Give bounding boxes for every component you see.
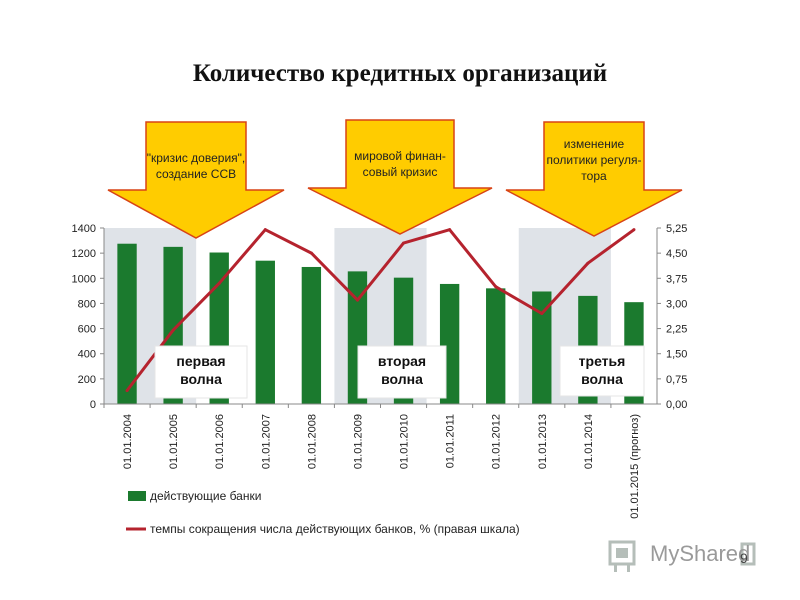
logo-text: MyShared bbox=[650, 541, 751, 566]
wave-label-3: третья bbox=[579, 353, 626, 369]
y-tick-label: 200 bbox=[78, 374, 96, 386]
page-number: 9 bbox=[740, 550, 748, 566]
y-tick-label: 1200 bbox=[72, 248, 96, 260]
line-point-4 bbox=[263, 228, 267, 232]
chart-title: Количество кредитных организаций bbox=[192, 60, 608, 87]
y2-tick-label: 3,00 bbox=[666, 298, 687, 310]
y-tick-label: 600 bbox=[78, 324, 96, 336]
x-tick-label: 01.01.2005 bbox=[168, 414, 180, 469]
line-point-11 bbox=[586, 261, 590, 265]
y2-tick-label: 1,50 bbox=[666, 349, 687, 361]
y2-tick-label: 2,25 bbox=[666, 324, 687, 336]
wave-label-2: волна bbox=[381, 371, 423, 387]
callout-arrows: "кризис доверия", создание ССВ мировой фин… bbox=[107, 119, 683, 239]
y-tick-label: 400 bbox=[78, 349, 96, 361]
line-point-12 bbox=[632, 228, 636, 232]
y2-tick-label: 5,25 bbox=[666, 223, 687, 235]
y2-tick-label: 0,75 bbox=[666, 374, 687, 386]
y-tick-label: 0 bbox=[90, 399, 96, 411]
line-point-6 bbox=[355, 298, 359, 302]
y2-tick-label: 4,50 bbox=[666, 248, 687, 260]
x-tick-label: 01.01.2012 bbox=[491, 414, 503, 469]
callout-text-2: совый кризис bbox=[363, 165, 438, 179]
y-tick-label: 1400 bbox=[72, 223, 96, 235]
line-point-3 bbox=[217, 281, 221, 285]
line-point-1 bbox=[125, 389, 129, 393]
line-series bbox=[125, 228, 636, 393]
wave-box-2 bbox=[357, 345, 447, 399]
line-point-2 bbox=[171, 328, 175, 332]
line-point-5 bbox=[309, 251, 313, 255]
callout-text-1: создание ССВ bbox=[156, 167, 236, 181]
wave-box-1 bbox=[154, 345, 248, 399]
callout-arrow-3 bbox=[505, 121, 683, 237]
callout-text-1: "кризис доверия", bbox=[147, 151, 245, 165]
bar-4 bbox=[255, 260, 275, 404]
wave-label-3: волна bbox=[581, 371, 623, 387]
bar-1 bbox=[117, 243, 137, 404]
line-point-8 bbox=[448, 228, 452, 232]
callout-arrow-2 bbox=[307, 119, 493, 235]
legend: действующие банки темпы сокращения числа … bbox=[126, 489, 520, 536]
callout-text-3: изменение bbox=[564, 137, 625, 151]
x-tick-label: 01.01.2011 bbox=[445, 414, 457, 468]
callout-text-3: тора bbox=[581, 169, 607, 183]
y2-tick-label: 0,00 bbox=[666, 399, 687, 411]
callout-arrow-1 bbox=[107, 121, 285, 239]
line-point-10 bbox=[540, 311, 544, 315]
x-tick-label: 01.01.2015 (прогноз) bbox=[629, 414, 641, 519]
y-tick-label: 1000 bbox=[72, 273, 96, 285]
logo-icon bbox=[608, 540, 756, 572]
bar-10 bbox=[532, 291, 552, 404]
legend-bar-label: действующие банки bbox=[150, 489, 261, 503]
axes: 0 200 400 600 800 1000 1200 1400 0,00 0,75 1,50 2,2… bbox=[72, 223, 688, 519]
y2-tick-label: 3,75 bbox=[666, 273, 687, 285]
x-tick-label: 01.01.2009 bbox=[352, 414, 364, 469]
x-tick-label: 01.01.2008 bbox=[306, 414, 318, 469]
wave-box-3 bbox=[559, 345, 645, 397]
wave-label-2: вторая bbox=[378, 353, 426, 369]
wave-label-1: волна bbox=[180, 371, 222, 387]
callout-text-2: мировой финан- bbox=[354, 149, 446, 163]
line-series-path bbox=[125, 228, 635, 392]
x-tick-label: 01.01.2004 bbox=[122, 414, 134, 469]
bar-5 bbox=[301, 266, 322, 404]
x-tick-label: 01.01.2013 bbox=[537, 414, 549, 469]
legend-line-label: темпы сокращения числа действующих банко… bbox=[150, 522, 520, 536]
callout-text-3: политики регуля- bbox=[546, 153, 641, 167]
wave-labels: первая волна вторая волна третья волна bbox=[154, 345, 645, 399]
wave-label-1: первая bbox=[176, 353, 225, 369]
bar-9 bbox=[486, 288, 506, 404]
line-point-9 bbox=[494, 285, 498, 289]
x-tick-label: 01.01.2014 bbox=[583, 414, 595, 469]
legend-bar-swatch bbox=[128, 491, 146, 501]
x-tick-label: 01.01.2006 bbox=[214, 414, 226, 469]
x-tick-label: 01.01.2010 bbox=[399, 414, 411, 469]
x-tick-label: 01.01.2007 bbox=[260, 414, 272, 469]
y-tick-label: 800 bbox=[78, 298, 96, 310]
line-point-7 bbox=[402, 241, 406, 245]
